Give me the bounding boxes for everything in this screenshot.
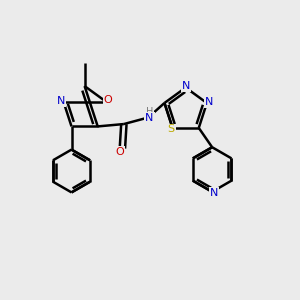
Text: H: H — [146, 106, 153, 117]
Text: N: N — [57, 96, 65, 106]
Text: N: N — [209, 188, 218, 198]
Text: N: N — [205, 98, 213, 107]
Text: N: N — [182, 81, 190, 91]
Text: S: S — [167, 124, 175, 134]
Text: N: N — [145, 113, 154, 123]
Text: O: O — [116, 147, 124, 157]
Text: O: O — [104, 95, 112, 105]
